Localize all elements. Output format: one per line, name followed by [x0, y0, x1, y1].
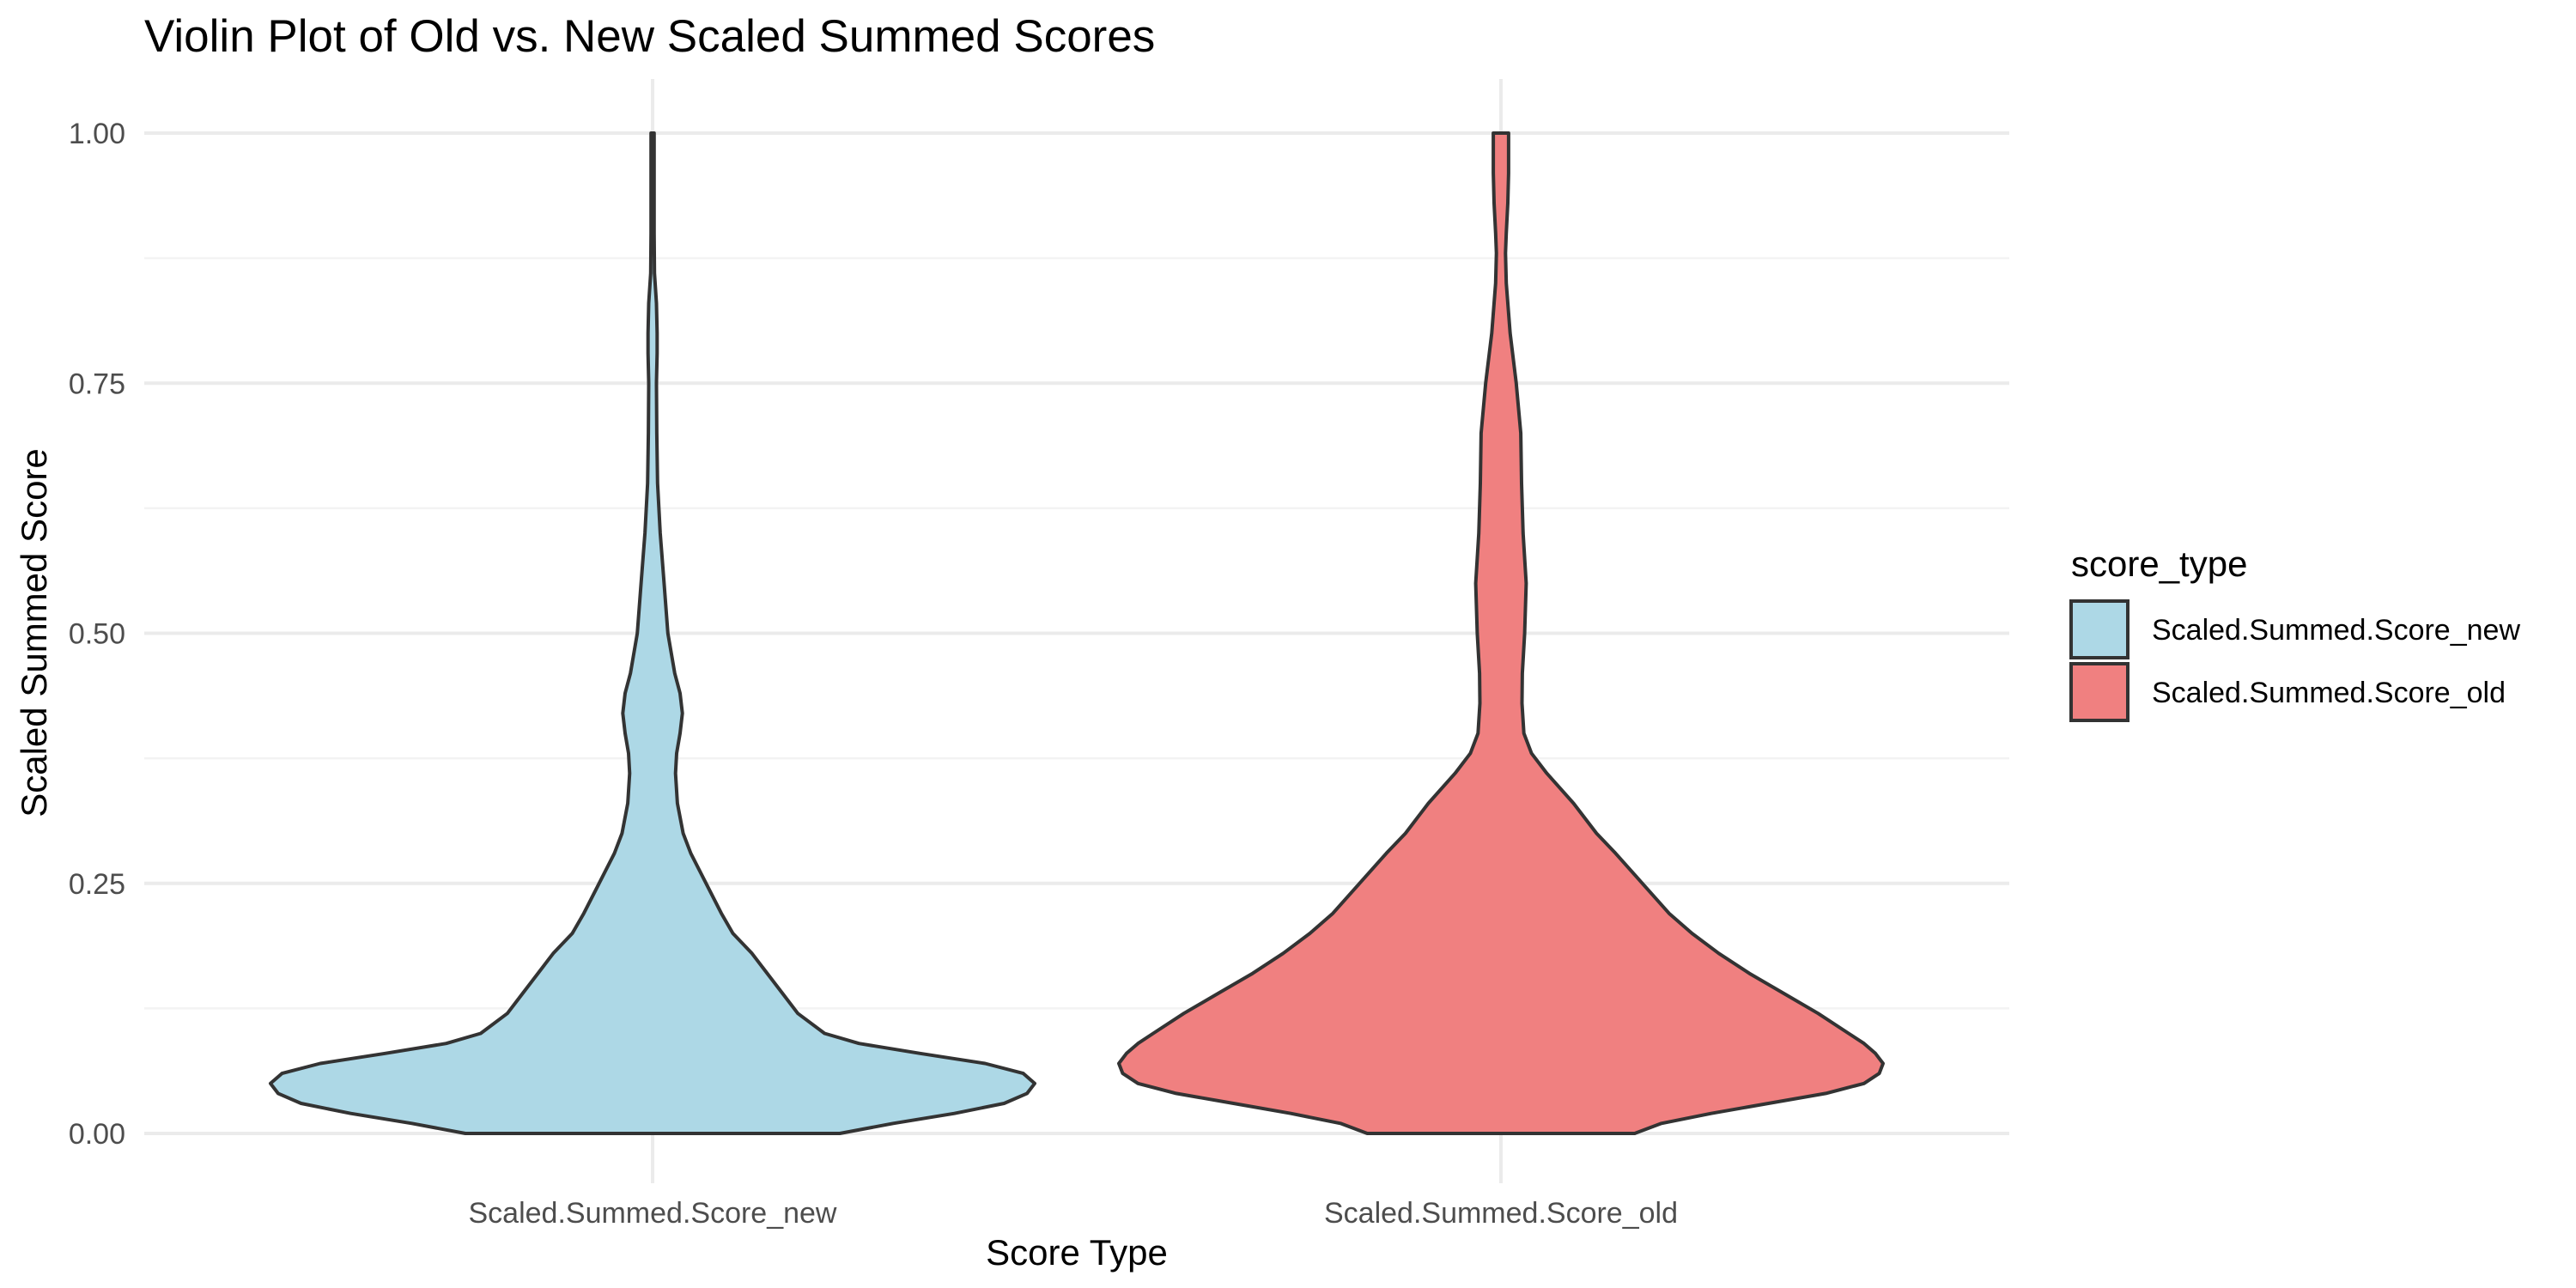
y-tick-label: 0.75 — [69, 368, 125, 400]
legend-swatch — [2069, 662, 2129, 722]
x-tick-label: Scaled.Summed.Score_old — [1324, 1197, 1678, 1230]
y-axis-ticks: 0.00 0.25 0.50 0.75 1.00 — [69, 118, 125, 1151]
violins — [269, 131, 1885, 1135]
legend-label: Scaled.Summed.Score_old — [2152, 677, 2506, 709]
y-tick-label: 1.00 — [69, 118, 125, 150]
legend: score_type Scaled.Summed.Score_new Scaled… — [2069, 544, 2520, 722]
x-axis-ticks: Scaled.Summed.Score_new Scaled.Summed.Sco… — [468, 1197, 1678, 1230]
legend-label: Scaled.Summed.Score_new — [2152, 614, 2520, 647]
violin-old — [1117, 131, 1885, 1135]
y-tick-label: 0.00 — [69, 1118, 125, 1151]
x-axis-title: Score Type — [986, 1232, 1168, 1273]
legend-swatch — [2069, 599, 2129, 659]
y-tick-label: 0.50 — [69, 618, 125, 651]
y-tick-label: 0.25 — [69, 868, 125, 901]
chart-title: Violin Plot of Old vs. New Scaled Summed… — [144, 11, 1155, 62]
violin-new — [269, 131, 1036, 1135]
x-tick-label: Scaled.Summed.Score_new — [468, 1197, 836, 1230]
y-axis-title: Scaled Summed Score — [14, 448, 54, 817]
legend-title: score_type — [2071, 544, 2247, 584]
